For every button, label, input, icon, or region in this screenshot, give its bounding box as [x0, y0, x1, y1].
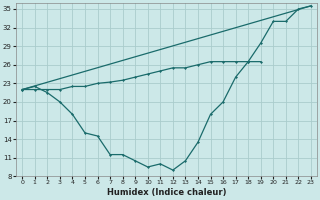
X-axis label: Humidex (Indice chaleur): Humidex (Indice chaleur) — [107, 188, 226, 197]
